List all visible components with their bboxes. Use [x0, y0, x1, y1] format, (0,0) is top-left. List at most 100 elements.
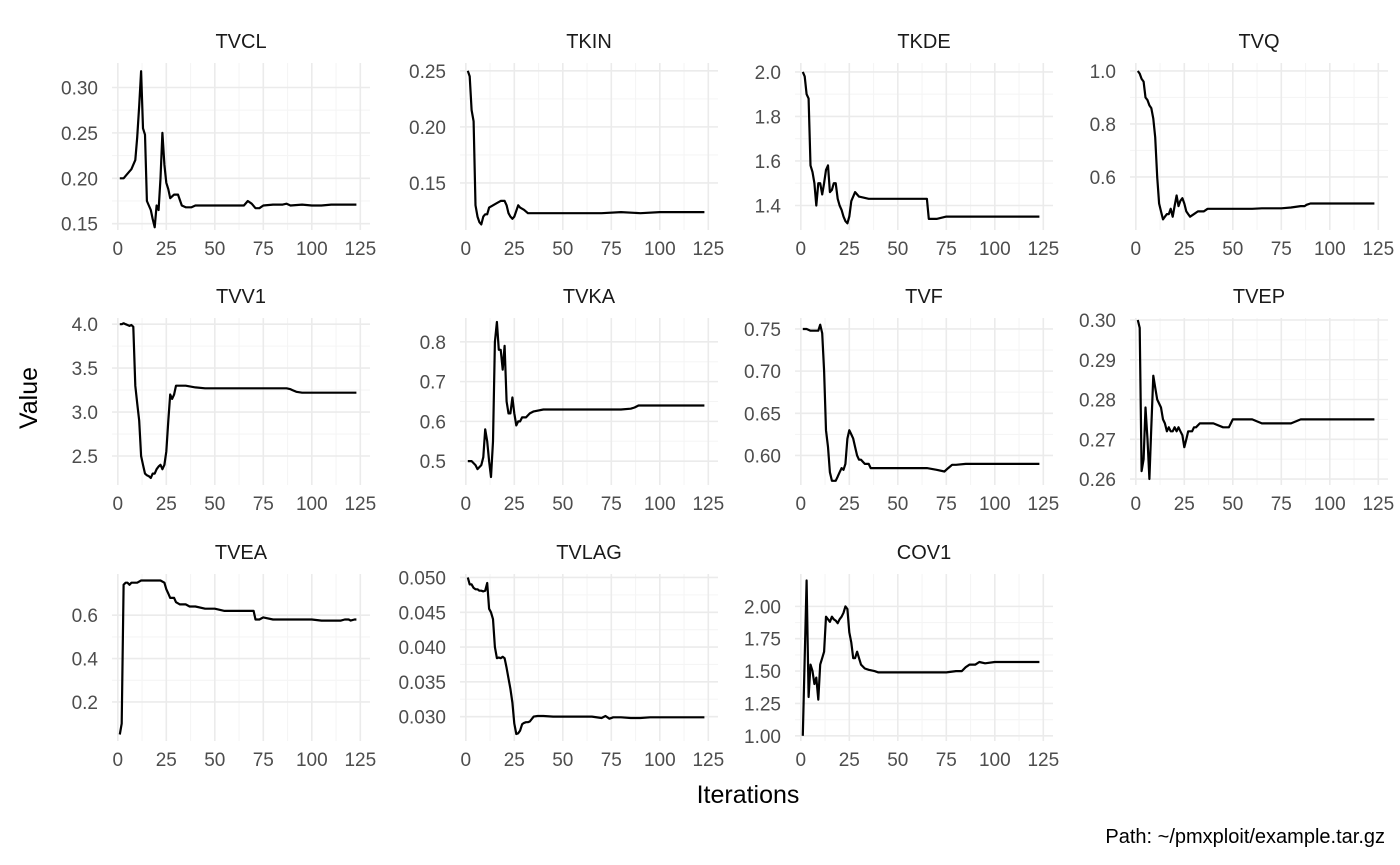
x-tick-label: 75: [253, 494, 274, 515]
y-tick-label: 0.15: [409, 174, 446, 195]
x-tick-label: 100: [1314, 239, 1346, 260]
y-tick-label: 0.040: [398, 638, 446, 659]
x-tick-label: 75: [253, 239, 274, 260]
y-tick-label: 0.050: [398, 568, 446, 589]
x-tick-label: 100: [644, 750, 676, 771]
y-tick-label: 0.6: [420, 412, 446, 433]
x-tick-label: 75: [601, 494, 622, 515]
y-tick-label: 0.8: [1090, 115, 1116, 136]
x-tick-label: 50: [204, 494, 225, 515]
panel-tvea: 0 25 50 75 100 125 0.2 0.4 0.6 TVEA: [72, 542, 377, 771]
y-tick-label: 0.5: [420, 452, 446, 473]
x-tick-label: 0: [796, 750, 807, 771]
series-line-cov1: [801, 579, 1040, 736]
y-tick-label: 1.8: [755, 107, 781, 128]
x-tick-label: 50: [887, 750, 908, 771]
y-tick-label: 1.4: [755, 197, 782, 218]
x-tick-label: 0: [113, 750, 124, 771]
panel-tvq: 0 25 50 75 100 125 0.6 0.8 1.0 TVQ: [1090, 31, 1395, 260]
series-line-tvlag: [466, 577, 705, 736]
panel-title: TKDE: [897, 31, 950, 53]
y-tick-label: 0.4: [72, 650, 99, 671]
x-tick-label: 125: [692, 750, 724, 771]
y-axis-label: Value: [15, 367, 43, 429]
y-tick-label: 2.00: [744, 597, 781, 618]
series-line-tvep: [1136, 319, 1375, 481]
x-tick-label: 0: [113, 239, 124, 260]
y-tick-label: 3.5: [72, 359, 98, 380]
x-tick-label: 25: [156, 494, 177, 515]
x-tick-label: 125: [1362, 494, 1394, 515]
x-tick-label: 100: [1314, 494, 1346, 515]
y-tick-label: 1.75: [744, 630, 781, 651]
y-tick-label: 0.26: [1079, 470, 1116, 491]
x-tick-label: 75: [601, 750, 622, 771]
panel-title: TKIN: [566, 31, 612, 53]
panel-tvep: 0 25 50 75 100 125 0.26 0.27 0.28 0.29 0.30 TVEP: [1079, 286, 1394, 515]
y-tick-label: 0.045: [398, 603, 446, 624]
x-tick-label: 0: [796, 239, 807, 260]
y-tick-label: 1.0: [1090, 62, 1116, 83]
x-tick-label: 0: [1131, 494, 1142, 515]
series-line-tvka: [467, 320, 705, 479]
panel-tvcl: 0 25 50 75 100 125 0.15 0.20 0.25 0.30 TVCL: [61, 31, 376, 260]
x-tick-label: 75: [1271, 494, 1292, 515]
y-tick-label: 0.70: [744, 362, 781, 383]
x-tick-label: 100: [296, 494, 328, 515]
x-tick-label: 100: [979, 750, 1011, 771]
panel-tkde: 0 25 50 75 100 125 1.4 1.6 1.8 2.0 TKDE: [755, 31, 1060, 260]
x-tick-label: 75: [936, 239, 957, 260]
x-tick-label: 125: [692, 239, 724, 260]
x-tick-label: 125: [1027, 750, 1059, 771]
x-tick-label: 75: [936, 750, 957, 771]
y-tick-label: 2.0: [755, 63, 781, 84]
x-axis-label: Iterations: [697, 781, 800, 809]
x-tick-label: 100: [644, 239, 676, 260]
x-tick-label: 125: [344, 750, 376, 771]
series-line-tkin: [466, 70, 705, 226]
y-tick-label: 2.5: [72, 447, 98, 468]
x-tick-label: 25: [1174, 494, 1195, 515]
x-tick-label: 50: [552, 750, 573, 771]
y-tick-label: 0.30: [61, 79, 98, 100]
y-tick-label: 0.28: [1079, 391, 1116, 412]
y-tick-label: 0.65: [744, 404, 781, 425]
x-tick-label: 0: [461, 239, 472, 260]
x-tick-label: 25: [504, 239, 525, 260]
y-tick-label: 0.6: [1090, 168, 1116, 189]
y-tick-label: 0.8: [420, 333, 446, 354]
series-line-tvq: [1136, 70, 1375, 221]
y-tick-label: 0.75: [744, 320, 781, 341]
x-tick-label: 50: [887, 239, 908, 260]
y-tick-label: 0.6: [72, 606, 98, 627]
x-tick-label: 25: [1174, 239, 1195, 260]
y-tick-label: 0.27: [1079, 430, 1116, 451]
y-tick-label: 0.25: [61, 124, 98, 145]
x-tick-label: 75: [253, 750, 274, 771]
y-tick-label: 0.30: [1079, 311, 1116, 332]
x-tick-label: 100: [296, 239, 328, 260]
x-tick-label: 50: [204, 750, 225, 771]
x-tick-label: 25: [504, 750, 525, 771]
caption-path: Path: ~/pmxploit/example.tar.gz: [1105, 826, 1385, 848]
series-line-tvv1: [119, 322, 357, 480]
panel-title: TVQ: [1238, 31, 1279, 53]
panel-tkin: 0 25 50 75 100 125 0.15 0.20 0.25 TKIN: [409, 31, 724, 260]
x-tick-label: 125: [1027, 239, 1059, 260]
x-tick-label: 25: [839, 494, 860, 515]
y-tick-label: 1.25: [744, 694, 781, 715]
x-tick-label: 100: [979, 494, 1011, 515]
x-tick-label: 125: [692, 494, 724, 515]
x-tick-label: 50: [887, 494, 908, 515]
x-tick-label: 100: [979, 239, 1011, 260]
panel-title: TVEP: [1233, 286, 1285, 308]
panel-title: COV1: [897, 542, 951, 564]
y-tick-label: 0.7: [420, 373, 446, 394]
x-tick-label: 50: [1222, 239, 1243, 260]
x-tick-label: 125: [344, 494, 376, 515]
x-tick-label: 25: [839, 239, 860, 260]
x-tick-label: 75: [1271, 239, 1292, 260]
x-tick-label: 125: [1027, 494, 1059, 515]
x-tick-label: 25: [156, 750, 177, 771]
y-tick-label: 1.00: [744, 727, 781, 748]
